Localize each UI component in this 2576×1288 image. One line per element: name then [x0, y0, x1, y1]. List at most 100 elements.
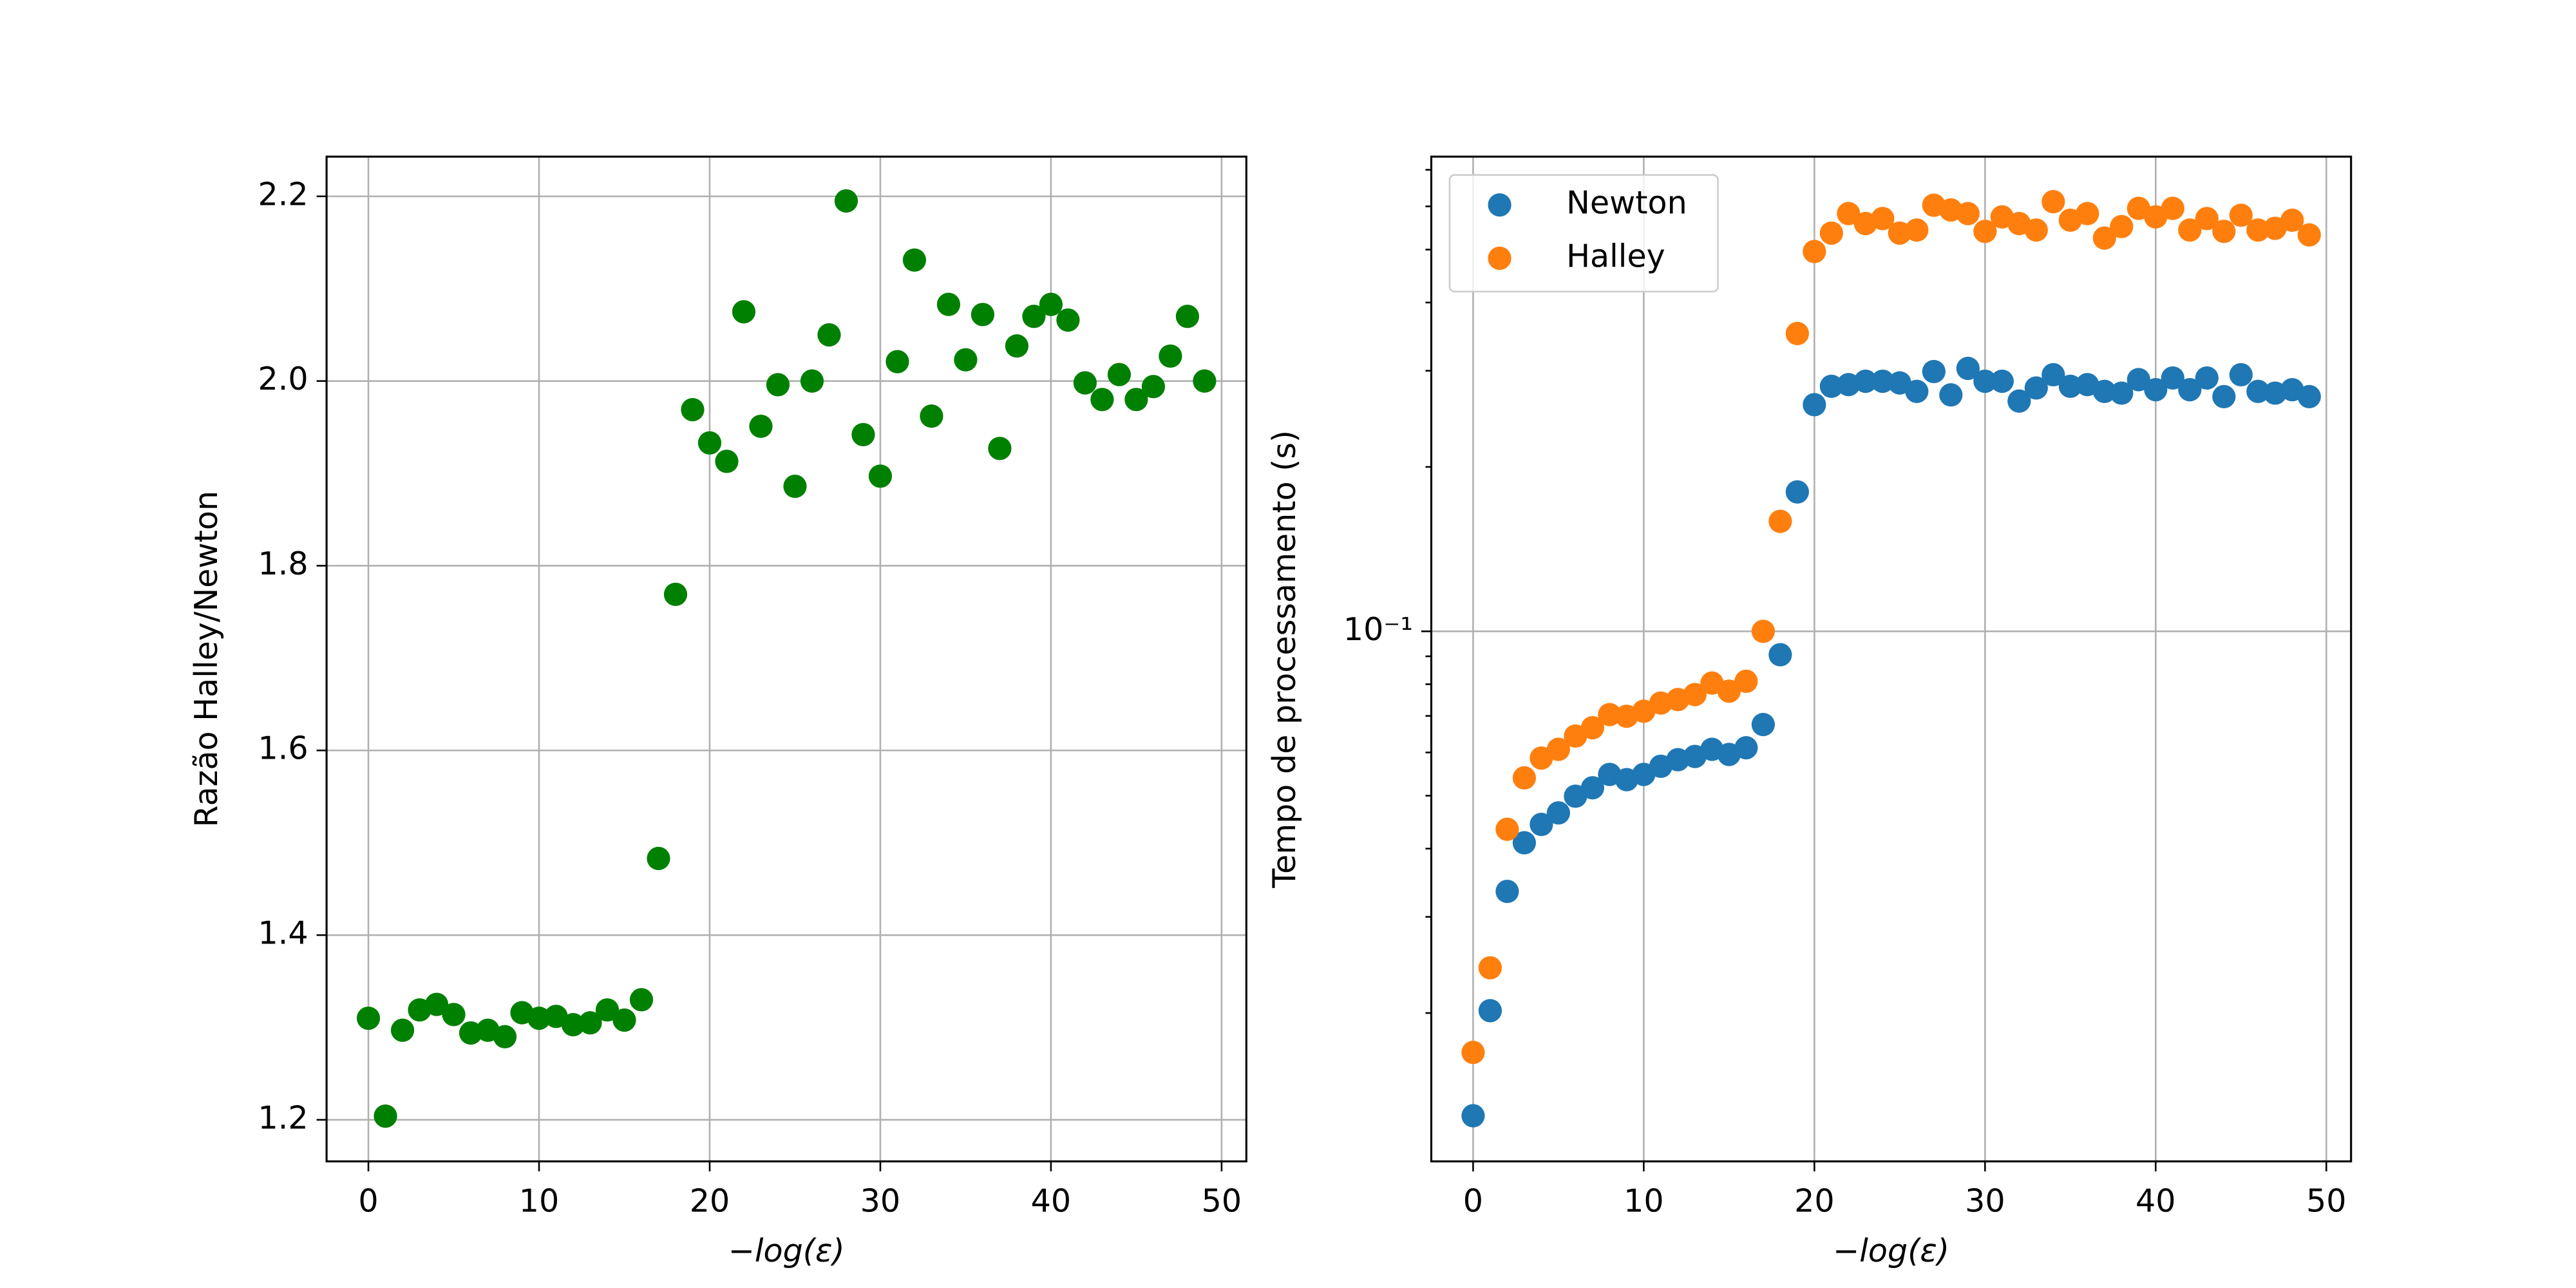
point [612, 1008, 636, 1032]
point [424, 992, 449, 1016]
x-tick-label: 20 [1794, 1182, 1835, 1220]
point [1803, 393, 1826, 417]
point [1530, 813, 1553, 837]
point [1973, 369, 1997, 393]
point [1495, 880, 1519, 904]
point [1871, 207, 1895, 231]
point [1598, 703, 1622, 726]
point [1580, 776, 1605, 800]
y-tick-label: 1.6 [258, 730, 308, 767]
point [1785, 321, 1809, 346]
point [1683, 683, 1707, 706]
point [697, 431, 722, 455]
point [1141, 375, 1166, 399]
point [971, 303, 995, 327]
point [715, 450, 739, 473]
point [1751, 712, 1775, 737]
point [1819, 374, 1843, 398]
point [2297, 223, 2321, 247]
point [1734, 669, 1758, 694]
point [2076, 202, 2099, 225]
point [766, 373, 790, 397]
point [1768, 643, 1792, 667]
point [1956, 356, 1980, 381]
point [817, 323, 841, 347]
point [1837, 202, 1861, 225]
point [732, 300, 756, 324]
point [936, 292, 961, 316]
point [800, 369, 824, 393]
point [2092, 226, 2116, 250]
point [2144, 377, 2168, 402]
point [749, 414, 773, 439]
x-tick-label: 0 [358, 1182, 378, 1220]
point [1905, 218, 1929, 242]
x-tick-label: 50 [1202, 1182, 1242, 1220]
point [663, 582, 688, 607]
point [1956, 202, 1980, 225]
x-tick-label: 10 [519, 1182, 560, 1220]
point [595, 998, 620, 1022]
plot-frame [325, 155, 1247, 1162]
point [1478, 956, 1502, 980]
point [1768, 509, 1792, 533]
point [1819, 221, 1843, 245]
point [2246, 218, 2270, 242]
point [2007, 389, 2031, 413]
legend-label: Halley [1566, 238, 1665, 275]
y-tick-label: 1.8 [258, 545, 308, 582]
x-tick-label: 10 [1624, 1182, 1664, 1220]
point [2058, 374, 2082, 398]
point [1478, 999, 1502, 1023]
x-tick-label: 20 [690, 1182, 730, 1220]
point [1495, 817, 1519, 841]
point [2092, 379, 2116, 403]
point [2178, 218, 2202, 242]
legend-box [1448, 174, 1719, 293]
point [1159, 344, 1182, 368]
point [390, 1018, 415, 1042]
point [783, 475, 807, 498]
point [1039, 292, 1063, 316]
point [2126, 368, 2150, 392]
point [1939, 383, 1963, 407]
x-tick-label: 0 [1463, 1182, 1483, 1220]
point [1990, 369, 2014, 393]
point [2161, 196, 2184, 220]
x-axis-label: −log(ε) [1833, 1232, 1949, 1269]
point [2246, 379, 2270, 403]
y-tick-label: 2.0 [258, 360, 308, 397]
y-axis-label: Razão Halley/Newton [187, 491, 225, 828]
y-axis-label: Tempo de processamento (s) [1265, 430, 1303, 889]
y-tick-label: 1.2 [258, 1099, 308, 1136]
point [2229, 363, 2253, 387]
point [1853, 369, 1877, 393]
point [1785, 480, 1809, 504]
point [1905, 379, 1929, 403]
point [2041, 190, 2065, 214]
point [851, 422, 875, 446]
point [2280, 208, 2304, 232]
point [988, 437, 1012, 460]
legend-marker [1488, 193, 1511, 217]
point [1751, 620, 1775, 643]
point [1107, 363, 1132, 386]
x-tick-label: 50 [2306, 1182, 2347, 1220]
point [1124, 388, 1148, 412]
x-tick-label: 40 [1031, 1182, 1072, 1220]
point [1461, 1104, 1485, 1128]
point [1734, 736, 1758, 760]
point [578, 1011, 602, 1035]
point [1056, 308, 1080, 332]
point [647, 846, 670, 871]
point [1546, 737, 1571, 761]
point [2195, 207, 2219, 231]
point [1973, 220, 1997, 243]
point [1022, 305, 1046, 328]
legend-marker [1488, 246, 1511, 270]
point [356, 1006, 381, 1030]
point [868, 464, 893, 488]
point [681, 398, 705, 422]
